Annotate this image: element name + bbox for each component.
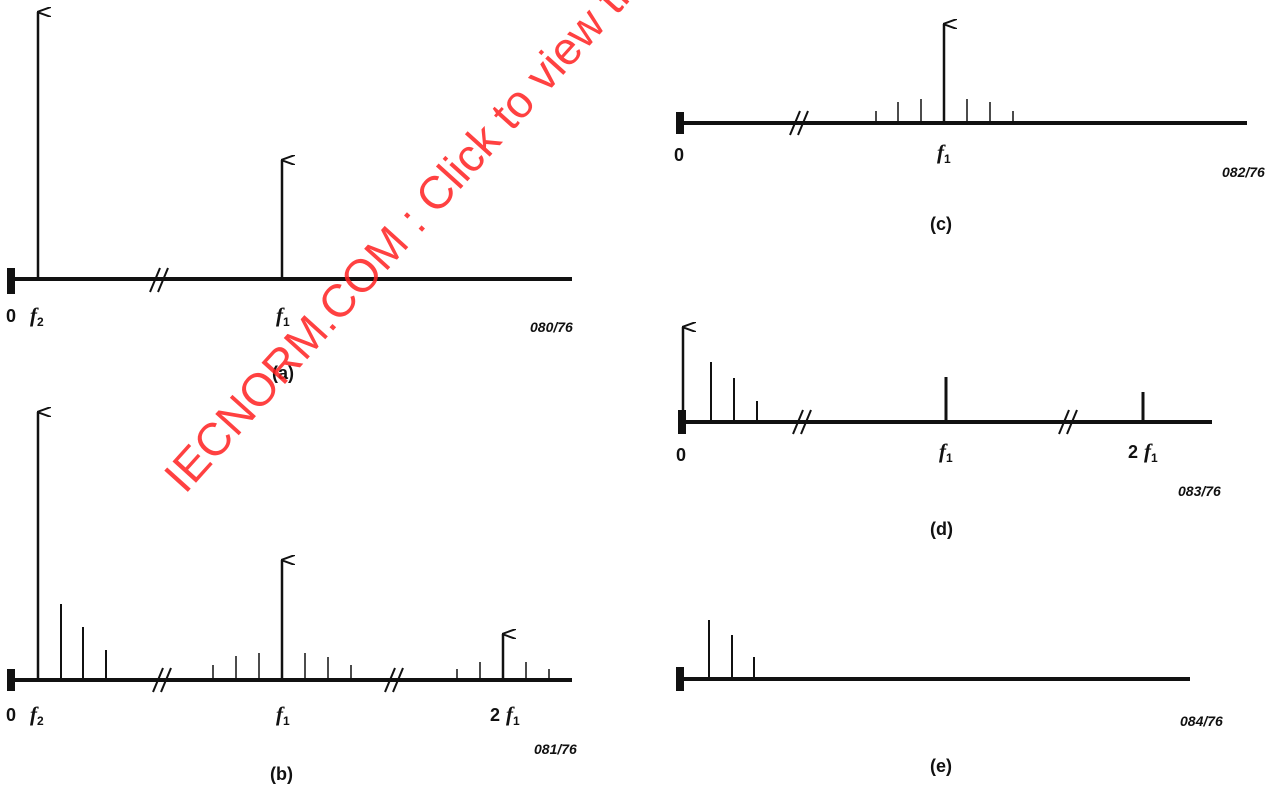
label-2f1: 2 f1: [1128, 439, 1158, 465]
label-f1: f1: [939, 439, 953, 465]
label-zero: 0: [676, 445, 686, 465]
panel-d: 0 f1 2 f1 083/76 (d): [676, 327, 1221, 539]
caption-d: (d): [930, 519, 953, 539]
axis-break: [149, 267, 169, 293]
axis-break: [152, 667, 172, 693]
watermark: IECNORM.COM : Click to view the full PDF…: [154, 0, 1050, 502]
sidebands-2f1: [456, 662, 550, 680]
label-2f1: 2 f1: [490, 702, 520, 728]
figure-code: 081/76: [534, 741, 577, 757]
panel-b: 0 f2 f1 2 f1 081/76 (b): [6, 412, 577, 784]
figure-code: 082/76: [1222, 164, 1265, 180]
caption-a: (a): [272, 363, 294, 383]
panel-c: 0 f1 082/76 (c): [674, 24, 1265, 234]
label-zero: 0: [6, 705, 16, 725]
caption-c: (c): [930, 214, 952, 234]
sidebands-f1: [875, 99, 1014, 123]
axis-break: [1058, 409, 1078, 435]
label-zero: 0: [674, 145, 684, 165]
label-zero: 0: [6, 306, 16, 326]
figure-code: 083/76: [1178, 483, 1221, 499]
axis-break: [792, 409, 812, 435]
axis-break: [789, 110, 809, 136]
caption-e: (e): [930, 756, 952, 776]
caption-b: (b): [270, 764, 293, 784]
label-f1: f1: [937, 140, 951, 166]
low-frequency-components: [710, 362, 758, 422]
panel-a: 0 f2 f1 080/76 (a): [6, 12, 573, 383]
axis-break: [384, 667, 404, 693]
label-f1: f1: [276, 702, 290, 728]
label-f2: f2: [30, 702, 44, 728]
low-frequency-components: [708, 620, 755, 679]
figure-code: 080/76: [530, 319, 573, 335]
panel-e: 084/76 (e): [676, 620, 1223, 776]
sidebands-f2: [60, 604, 107, 680]
sidebands-f1: [212, 653, 352, 680]
label-f2: f2: [30, 303, 44, 329]
label-f1: f1: [276, 303, 290, 329]
figure-code: 084/76: [1180, 713, 1223, 729]
